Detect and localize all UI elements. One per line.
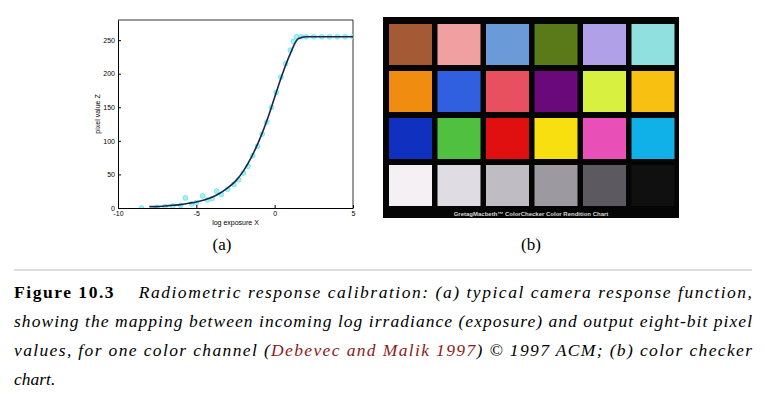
x-axis-title: log exposure X bbox=[212, 219, 259, 227]
caption-citation[interactable]: Debevec and Malik 1997 bbox=[270, 340, 476, 360]
color-patch bbox=[535, 71, 578, 112]
scatter-point bbox=[139, 206, 144, 208]
caption: Figure 10.3 Radiometric response calibra… bbox=[14, 282, 752, 389]
y-tick: 50 bbox=[107, 171, 121, 178]
y-axis: 0 50 100 150 200 250 bbox=[103, 21, 121, 212]
y-axis-line bbox=[118, 21, 119, 209]
panel-label: (a) bbox=[213, 235, 232, 254]
chart: -10-505050100150200250log exposure Xpixe… bbox=[94, 20, 356, 227]
y-tick-mark bbox=[118, 141, 121, 142]
y-tick-label: 200 bbox=[103, 70, 115, 77]
y-tick: 250 bbox=[103, 37, 121, 44]
x-tick: -5 bbox=[194, 205, 200, 217]
color-patch bbox=[486, 24, 529, 65]
color-patch bbox=[438, 165, 481, 206]
separator bbox=[14, 270, 752, 271]
caption-line: chart. bbox=[14, 369, 55, 389]
color-patch bbox=[486, 118, 529, 159]
color-patch bbox=[583, 71, 626, 112]
y-axis-title: pixel value Z bbox=[94, 94, 102, 134]
line-series bbox=[149, 37, 353, 207]
color-patch bbox=[438, 71, 481, 112]
x-tick: 0 bbox=[273, 205, 277, 217]
color-patch bbox=[389, 24, 432, 65]
checker-background bbox=[383, 17, 679, 218]
y-tick-label: 0 bbox=[111, 205, 115, 212]
color-patch bbox=[438, 24, 481, 65]
scatter-series bbox=[139, 34, 353, 208]
color-patch bbox=[389, 118, 432, 159]
x-tick-mark bbox=[353, 205, 354, 208]
y-tick-mark bbox=[118, 107, 121, 108]
color-patch bbox=[632, 118, 675, 159]
y-tick-label: 250 bbox=[103, 37, 115, 44]
color-patch bbox=[486, 71, 529, 112]
color-patch bbox=[632, 165, 675, 206]
color-patch bbox=[535, 24, 578, 65]
y-tick-label: 150 bbox=[103, 104, 115, 111]
x-tick-label: 0 bbox=[273, 210, 277, 217]
x-axis-line bbox=[119, 208, 354, 209]
scatter-point bbox=[214, 189, 219, 194]
color-checker: GretagMacbeth™ ColorChecker Color Rendit… bbox=[383, 17, 679, 218]
color-patch bbox=[632, 71, 675, 112]
x-axis: -10-505 bbox=[113, 205, 355, 217]
caption-text: ) © 1997 ACM; (b) color checker bbox=[476, 340, 753, 360]
y-tick-mark bbox=[118, 40, 121, 41]
caption-text: showing the mapping between incoming log… bbox=[14, 311, 752, 331]
color-patch bbox=[535, 165, 578, 206]
x-tick-mark bbox=[196, 205, 197, 208]
plot-area bbox=[139, 34, 353, 208]
x-tick-label: -5 bbox=[194, 210, 200, 217]
caption-text: values, for one color channel ( bbox=[14, 340, 271, 360]
plot-frame bbox=[118, 20, 353, 208]
checker-title: GretagMacbeth™ ColorChecker Color Rendit… bbox=[454, 211, 609, 217]
figure: -10-505050100150200250log exposure Xpixe… bbox=[0, 0, 765, 394]
caption-text: Radiometric response calibration: (a) ty… bbox=[138, 282, 752, 302]
y-tick-label: 50 bbox=[107, 171, 115, 178]
caption-text: chart. bbox=[14, 369, 55, 389]
y-tick-mark bbox=[118, 74, 121, 75]
color-patch bbox=[583, 118, 626, 159]
y-tick-mark bbox=[118, 208, 121, 209]
y-tick: 0 bbox=[111, 205, 121, 212]
color-patch bbox=[583, 24, 626, 65]
color-patch bbox=[632, 24, 675, 65]
caption-line: values, for one color channel (Debevec a… bbox=[14, 340, 752, 360]
color-patch bbox=[486, 165, 529, 206]
color-patch bbox=[438, 118, 481, 159]
x-tick: 5 bbox=[352, 205, 356, 217]
color-patch bbox=[583, 165, 626, 206]
x-tick-label: 5 bbox=[352, 210, 356, 217]
caption-line: Figure 10.3 Radiometric response calibra… bbox=[14, 282, 752, 302]
caption-line: showing the mapping between incoming log… bbox=[14, 311, 752, 331]
y-tick-label: 100 bbox=[103, 138, 115, 145]
y-tick: 150 bbox=[103, 104, 121, 111]
background bbox=[0, 0, 765, 394]
scatter-point bbox=[183, 196, 188, 201]
y-tick: 100 bbox=[103, 138, 121, 145]
scatter-point bbox=[200, 194, 205, 199]
x-tick-mark bbox=[275, 205, 276, 208]
color-patch bbox=[535, 118, 578, 159]
color-patch bbox=[389, 71, 432, 112]
caption-label: Figure 10.3 bbox=[14, 282, 114, 302]
y-tick-mark bbox=[118, 174, 121, 175]
panel-label: (b) bbox=[521, 235, 541, 254]
y-tick: 200 bbox=[103, 70, 121, 77]
color-patch bbox=[389, 165, 432, 206]
